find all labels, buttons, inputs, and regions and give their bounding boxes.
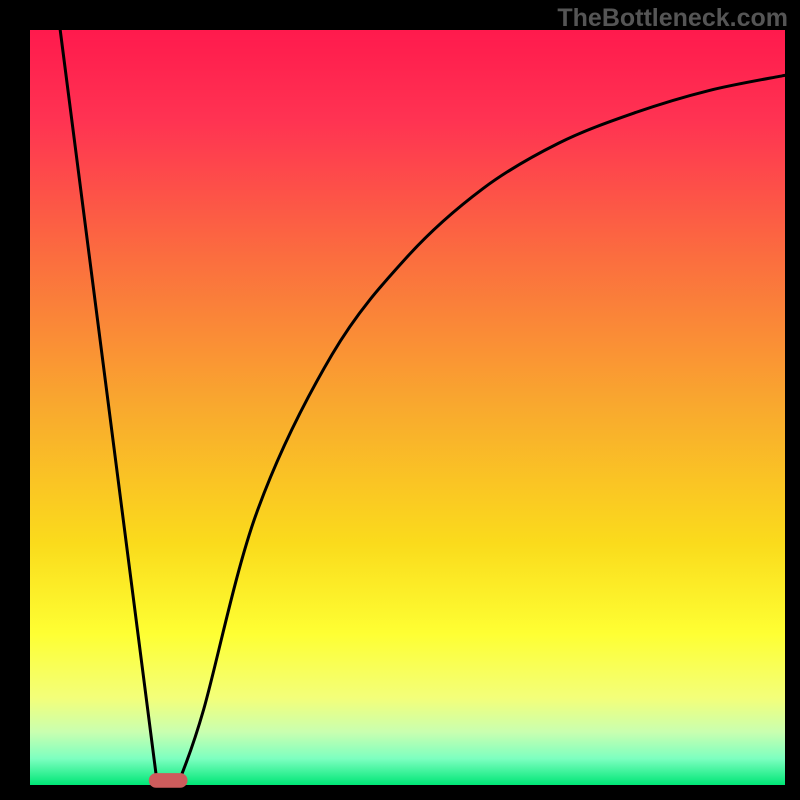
bottleneck-curve-chart	[0, 0, 800, 800]
watermark-text: TheBottleneck.com	[557, 4, 788, 33]
minimum-marker	[149, 774, 187, 788]
chart-container: TheBottleneck.com	[0, 0, 800, 800]
